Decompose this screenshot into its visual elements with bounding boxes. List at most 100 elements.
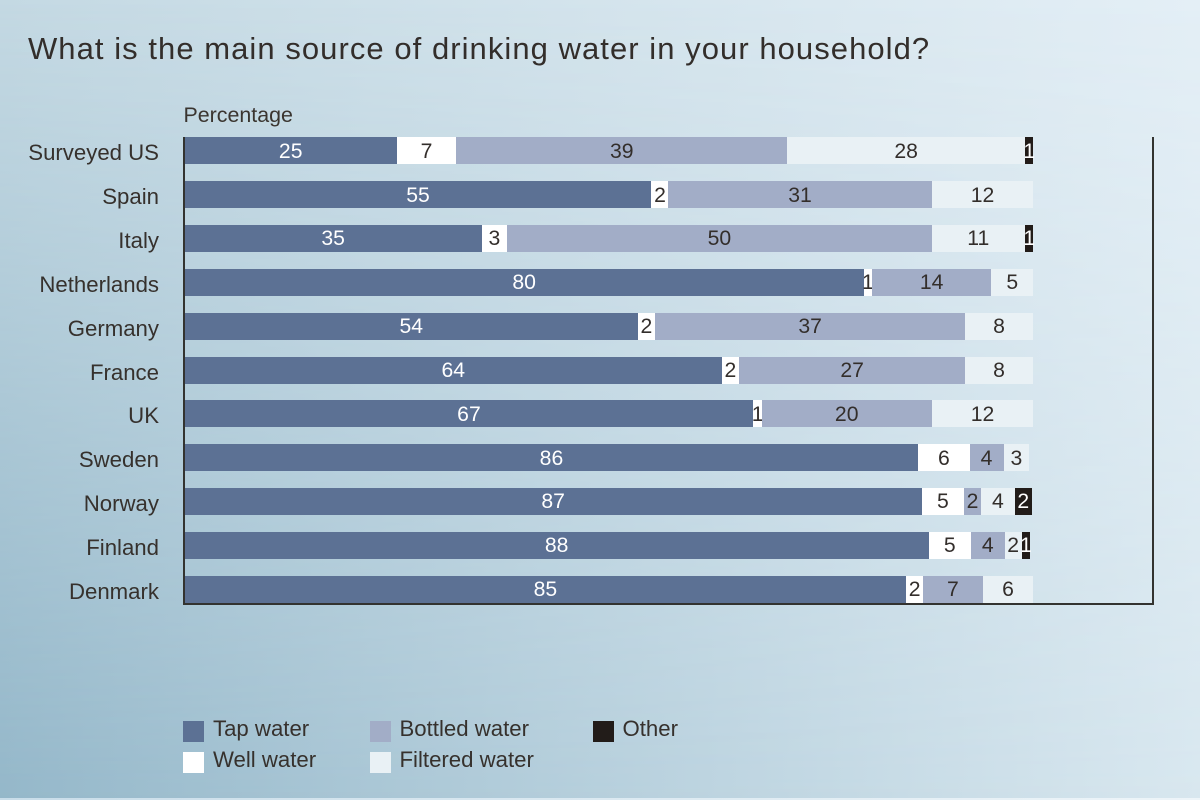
y-axis-label: Surveyed US bbox=[28, 140, 159, 166]
bar-segment-well: 6 bbox=[918, 444, 970, 472]
bar-segment-well: 7 bbox=[396, 137, 457, 165]
bar-value-label: 27 bbox=[840, 358, 864, 382]
bar-value-label: 86 bbox=[539, 446, 564, 470]
bar-segment-well: 2 bbox=[638, 312, 655, 340]
bar-value-label: 37 bbox=[798, 315, 822, 339]
legend-swatch-well bbox=[183, 751, 204, 773]
bar-value-label: 1 bbox=[862, 271, 874, 295]
bar-segment-filtered: 8 bbox=[965, 312, 1033, 340]
bar-value-label: 4 bbox=[991, 490, 1004, 514]
bar-value-label: 1 bbox=[1019, 534, 1032, 558]
bar-segment-filtered: 28 bbox=[787, 137, 1025, 165]
legend-swatch-other bbox=[592, 720, 614, 742]
bar-segment-bottled: 7 bbox=[923, 575, 983, 603]
bar-value-label: 88 bbox=[544, 534, 569, 558]
bar-value-label: 11 bbox=[967, 227, 990, 251]
y-axis-label: Netherlands bbox=[39, 271, 159, 297]
bar-value-label: 1 bbox=[1023, 139, 1036, 163]
bar-value-label: 7 bbox=[946, 578, 959, 602]
bar-segment-filtered: 2 bbox=[1004, 531, 1022, 559]
bottom-strip bbox=[0, 797, 1200, 800]
bar-sweden: 86 6 4 3 bbox=[184, 444, 1030, 472]
bar-segment-other: 1 bbox=[1023, 137, 1036, 165]
legend-item-filtered: Filtered water bbox=[369, 747, 534, 775]
bar-segment-other: 1 bbox=[1019, 531, 1032, 559]
bar-value-label: 64 bbox=[441, 358, 466, 382]
bar-value-label: 8 bbox=[993, 315, 1005, 339]
bar-segment-tap: 86 bbox=[184, 444, 919, 472]
bar-value-label: 28 bbox=[894, 139, 918, 163]
y-axis-label: France bbox=[89, 359, 159, 385]
bar-value-label: 87 bbox=[541, 490, 565, 514]
bar-segment-bottled: 14 bbox=[872, 268, 992, 296]
bar-value-label: 2 bbox=[724, 358, 737, 382]
bar-segment-well: 3 bbox=[481, 225, 508, 253]
bar-segment-well: 2 bbox=[651, 181, 669, 209]
legend-item-well: Well water bbox=[183, 747, 316, 775]
bar-value-label: 12 bbox=[970, 402, 995, 426]
bar-value-label: 39 bbox=[609, 139, 634, 163]
bar-segment-filtered: 8 bbox=[965, 356, 1033, 384]
y-axis-label: Denmark bbox=[68, 578, 159, 604]
bar-denmark: 85 2 7 6 bbox=[184, 575, 1034, 603]
bar-segment-filtered: 6 bbox=[982, 575, 1034, 603]
bar-segment-other: 2 bbox=[1014, 488, 1032, 516]
bar-value-label: 5 bbox=[936, 490, 949, 514]
legend-swatch-filtered bbox=[369, 751, 391, 773]
legend-swatch-bottled bbox=[369, 720, 391, 742]
bar-value-label: 25 bbox=[278, 139, 303, 163]
bar-segment-filtered: 5 bbox=[991, 268, 1034, 296]
bar-segment-other: 1 bbox=[1023, 225, 1036, 253]
bar-segment-tap: 55 bbox=[184, 181, 652, 209]
bar-segment-well: 5 bbox=[928, 531, 971, 559]
bar-segment-bottled: 27 bbox=[738, 356, 966, 384]
bar-value-label: 6 bbox=[1002, 578, 1014, 602]
bar-segment-tap: 88 bbox=[184, 531, 929, 559]
bar-segment-well: 2 bbox=[721, 356, 739, 384]
legend-item-tap: Tap water bbox=[183, 716, 310, 744]
legend-item-bottled: Bottled water bbox=[369, 716, 530, 744]
bar-value-label: 4 bbox=[981, 534, 994, 558]
y-axis-label: Finland bbox=[86, 534, 159, 560]
bar-value-label: 7 bbox=[420, 139, 433, 163]
bar-segment-bottled: 4 bbox=[969, 444, 1004, 472]
bar-value-label: 12 bbox=[970, 183, 995, 207]
bar-value-label: 20 bbox=[834, 402, 859, 426]
bar-value-label: 54 bbox=[399, 315, 424, 339]
bar-surveyed-us: 25 7 39 28 1 bbox=[184, 137, 1036, 165]
bar-segment-tap: 67 bbox=[184, 400, 754, 428]
bar-segment-tap: 80 bbox=[184, 268, 864, 296]
bar-value-label: 5 bbox=[943, 534, 956, 558]
y-axis-label: Sweden bbox=[78, 447, 159, 473]
bar-value-label: 8 bbox=[993, 358, 1005, 382]
bar-value-label: 2 bbox=[654, 183, 666, 207]
bar-value-label: 3 bbox=[1010, 446, 1023, 470]
bar-value-label: 2 bbox=[908, 578, 921, 602]
bar-segment-filtered: 12 bbox=[931, 400, 1034, 428]
chart-title: What is the main source of drinking wate… bbox=[28, 31, 931, 66]
bar-segment-well: 1 bbox=[752, 400, 763, 428]
bar-segment-bottled: 31 bbox=[668, 181, 932, 209]
bar-value-label: 31 bbox=[788, 183, 812, 207]
bar-value-label: 3 bbox=[488, 227, 501, 251]
bar-segment-bottled: 4 bbox=[970, 531, 1005, 559]
legend-swatch-tap bbox=[183, 720, 204, 742]
bar-segment-well: 5 bbox=[921, 488, 965, 516]
bar-segment-tap: 85 bbox=[184, 575, 907, 603]
legend-label: Tap water bbox=[213, 716, 310, 742]
legend-label: Bottled water bbox=[399, 716, 530, 742]
legend-label: Filtered water bbox=[399, 747, 534, 773]
bar-value-label: 55 bbox=[406, 183, 430, 207]
bar-segment-bottled: 50 bbox=[507, 225, 932, 253]
y-axis-label: Italy bbox=[118, 228, 159, 254]
bar-value-label: 1 bbox=[1023, 227, 1036, 251]
legend-label: Other bbox=[622, 716, 679, 742]
bar-segment-bottled: 39 bbox=[456, 137, 788, 165]
bar-value-label: 5 bbox=[1006, 271, 1019, 295]
bar-value-label: 2 bbox=[640, 315, 653, 339]
bar-segment-tap: 64 bbox=[184, 356, 722, 384]
bar-segment-well: 1 bbox=[862, 268, 874, 296]
bar-spain: 55 2 31 12 bbox=[184, 181, 1034, 209]
bar-norway: 87 5 2 4 2 bbox=[184, 488, 1032, 516]
bar-value-label: 35 bbox=[321, 227, 345, 251]
